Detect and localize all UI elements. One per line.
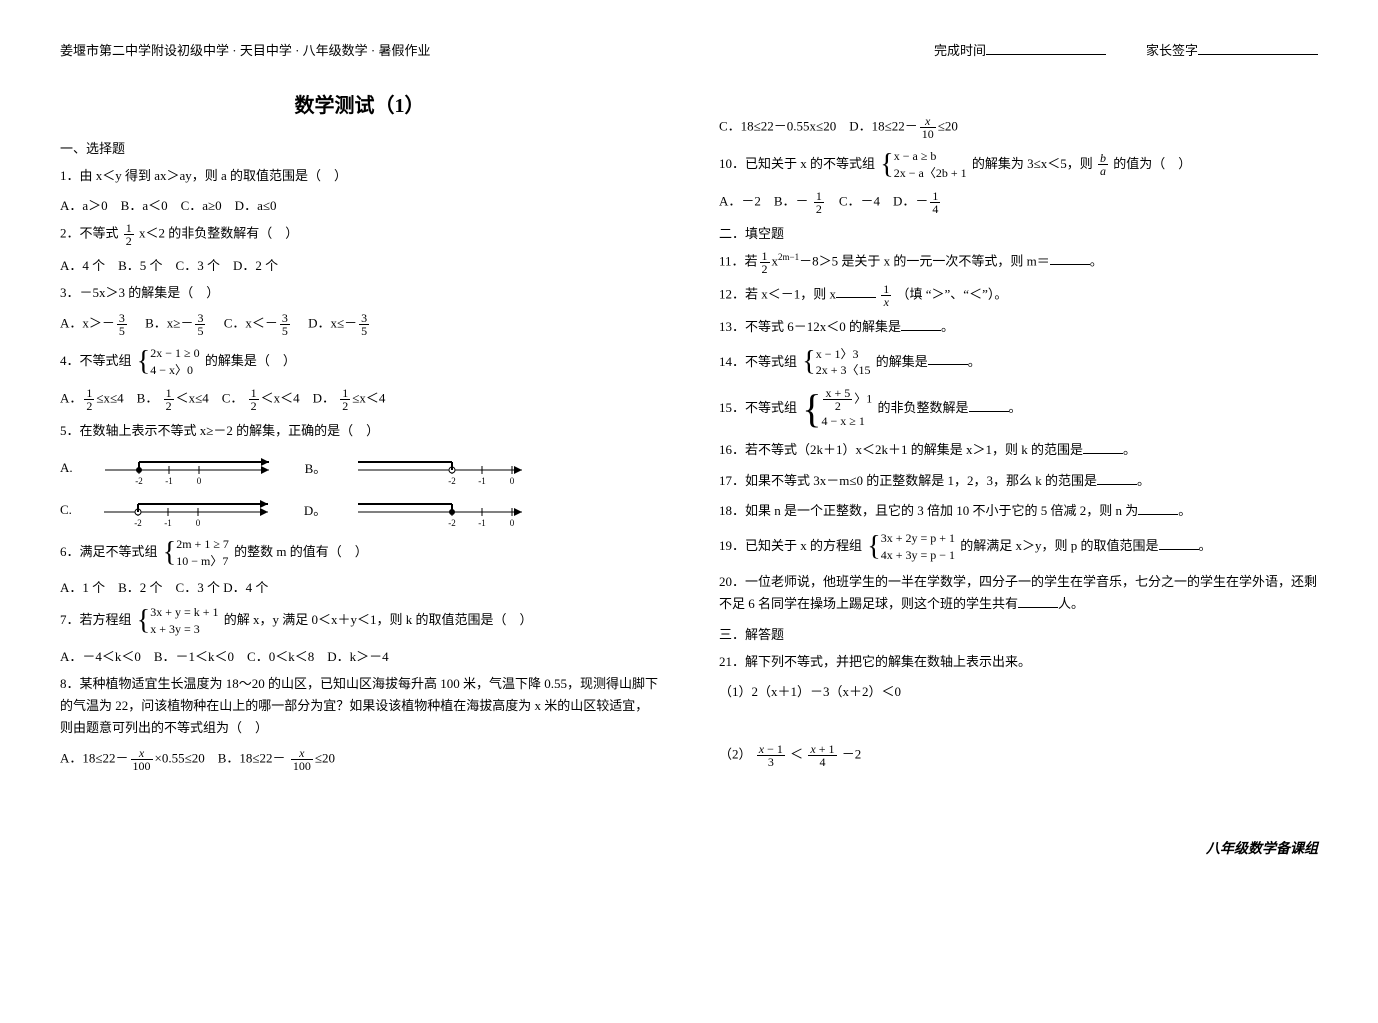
- header-left: 姜堰市第二中学附设初级中学 · 天目中学 · 八年级数学 · 暑假作业: [60, 40, 431, 59]
- section-1-heading: 一、选择题: [60, 138, 659, 157]
- q16: 16．若不等式（2k＋1）x＜2k＋1 的解集是 x＞1，则 k 的范围是。: [719, 439, 1318, 461]
- svg-text:-2: -2: [449, 476, 457, 486]
- svg-text:0: 0: [510, 518, 515, 528]
- q1-opts: A．a＞0 B．a＜0 C．a≥0 D．a≤0: [60, 195, 659, 214]
- content-columns: 数学测试（1） 一、选择题 1．由 x＜y 得到 ax＞ay，则 a 的取值范围…: [60, 79, 1318, 778]
- q21-p1: （1）2（x＋1）－3（x＋2）＜0: [719, 681, 1318, 703]
- label-a: A.: [60, 460, 73, 476]
- section-3-heading: 三．解答题: [719, 624, 1318, 643]
- q4-opts: A．12≤x≤4 B． 12＜x≤4 C． 12＜x＜4 D． 12≤x＜4: [60, 387, 659, 412]
- q21: 21．解下列不等式，并把它的解集在数轴上表示出来。: [719, 651, 1318, 673]
- time-label: 完成时间: [934, 40, 1106, 59]
- q7: 7．若方程组 {3x + y = k + 1x + 3y = 3 的解 x，y …: [60, 604, 659, 638]
- svg-text:0: 0: [196, 518, 201, 528]
- svg-text:0: 0: [196, 476, 201, 486]
- q1: 1．由 x＜y 得到 ax＞ay，则 a 的取值范围是（ ）: [60, 165, 659, 187]
- numline-b: -2 -1 0: [352, 450, 532, 486]
- label-b: B。: [305, 458, 327, 477]
- q13: 13．不等式 6－12x＜0 的解集是。: [719, 316, 1318, 338]
- q19: 19．已知关于 x 的方程组 {3x + 2y = p + 14x + 3y =…: [719, 530, 1318, 564]
- section-2-heading: 二．填空题: [719, 223, 1318, 242]
- numline-c: -2 -1 0: [98, 492, 278, 528]
- svg-text:-2: -2: [449, 518, 457, 528]
- svg-text:-1: -1: [479, 518, 487, 528]
- q12: 12．若 x＜－1，则 x 1x （填 “＞”、“＜”）。: [719, 283, 1318, 308]
- page-header: 姜堰市第二中学附设初级中学 · 天目中学 · 八年级数学 · 暑假作业 完成时间…: [60, 40, 1318, 59]
- svg-text:-1: -1: [479, 476, 487, 486]
- left-column: 数学测试（1） 一、选择题 1．由 x＜y 得到 ax＞ay，则 a 的取值范围…: [60, 79, 659, 778]
- page-title: 数学测试（1）: [60, 89, 659, 118]
- q11: 11．若12x2m−1－8＞5 是关于 x 的一元一次不等式，则 m＝。: [719, 250, 1318, 275]
- svg-text:-2: -2: [135, 476, 143, 486]
- q3: 3．－5x＞3 的解集是（ ）: [60, 282, 659, 304]
- label-d: D。: [304, 500, 326, 519]
- q10: 10．已知关于 x 的不等式组 {x − a ≥ b2x − a〈2b + 1 …: [719, 148, 1318, 182]
- svg-text:-1: -1: [164, 518, 172, 528]
- svg-text:-2: -2: [134, 518, 142, 528]
- q6: 6．满足不等式组 {2m + 1 ≥ 710 − m〉7 的整数 m 的值有（ …: [60, 536, 659, 570]
- q3-opts: A．x＞－35 B．x≥－35 C．x＜－35 D．x≤－35: [60, 312, 659, 337]
- right-column: C．18≤22－0.55x≤20 D．18≤22－x10≤20 10．已知关于 …: [719, 79, 1318, 778]
- q10-opts: A．－2 B．－ 12 C．－4 D．－14: [719, 190, 1318, 215]
- q14: 14．不等式组 {x − 1〉32x + 3〈15 的解集是。: [719, 346, 1318, 380]
- q8-opts-ab: A．18≤22－x100×0.55≤20 B．18≤22－ x100≤20: [60, 747, 659, 772]
- q21-p2: （2） x − 13 ＜ x + 14 －2: [719, 743, 1318, 768]
- q8: 8．某种植物适宜生长温度为 18～20 的山区，已知山区海拔每升高 100 米，…: [60, 673, 659, 739]
- q5: 5．在数轴上表示不等式 x≥－2 的解集，正确的是（ ）: [60, 420, 659, 442]
- numline-d: -2 -1 0: [352, 492, 532, 528]
- q5-row-cd: C. -2 -1 0 D。: [60, 492, 659, 528]
- q6-opts: A．1 个 B．2 个 C．3 个 D．4 个: [60, 577, 659, 596]
- page-footer: 八年级数学备课组: [60, 838, 1318, 858]
- q7-opts: A．－4＜k＜0 B．－1＜k＜0 C．0＜k＜8 D．k＞－4: [60, 646, 659, 665]
- frac-1-2: 12: [124, 222, 134, 247]
- q18: 18．如果 n 是一个正整数，且它的 3 倍加 10 不小于它的 5 倍减 2，…: [719, 500, 1318, 522]
- q5-row-ab: A. -2 -1 0 B。: [60, 450, 659, 486]
- q2-opts: A．4 个 B．5 个 C．3 个 D．2 个: [60, 255, 659, 274]
- sign-label: 家长签字: [1146, 40, 1318, 59]
- q8-opts-cd: C．18≤22－0.55x≤20 D．18≤22－x10≤20: [719, 115, 1318, 140]
- numline-a: -2 -1 0: [99, 450, 279, 486]
- q4: 4．不等式组 {2x − 1 ≥ 04 − x〉0 的解集是（ ）: [60, 345, 659, 379]
- svg-text:0: 0: [510, 476, 515, 486]
- label-c: C.: [60, 502, 72, 518]
- header-right: 完成时间 家长签字: [934, 40, 1318, 59]
- q2: 2．不等式 12 x＜2 的非负整数解有（ ）: [60, 222, 659, 247]
- q15: 15．不等式组 { x + 52〉1 4 − x ≥ 1 的非负整数解是。: [719, 387, 1318, 431]
- svg-text:-1: -1: [165, 476, 173, 486]
- q20: 20．一位老师说，他班学生的一半在学数学，四分子一的学生在学音乐，七分之一的学生…: [719, 571, 1318, 615]
- q17: 17．如果不等式 3x－m≤0 的正整数解是 1，2，3，那么 k 的范围是。: [719, 470, 1318, 492]
